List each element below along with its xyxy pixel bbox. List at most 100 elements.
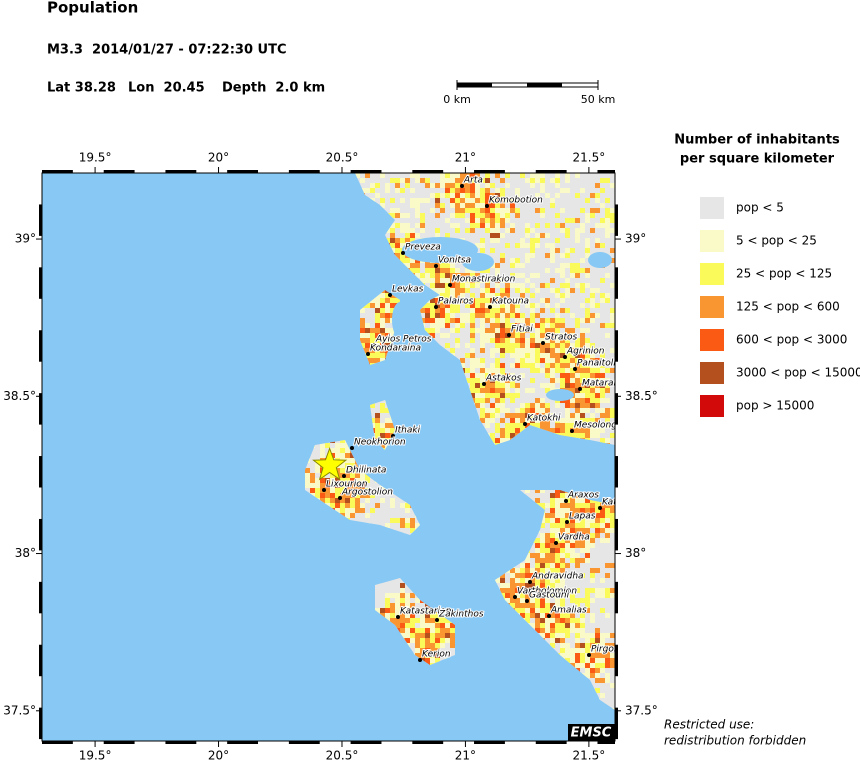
density-cell — [490, 303, 495, 308]
density-cell — [475, 183, 480, 188]
density-cell — [560, 598, 565, 603]
density-cell — [465, 353, 470, 358]
density-cell — [435, 303, 440, 308]
density-cell — [545, 358, 550, 363]
density-cell — [445, 343, 450, 348]
density-cell — [560, 363, 565, 368]
density-cell — [375, 503, 380, 508]
density-cell — [420, 273, 425, 278]
density-cell — [400, 213, 405, 218]
density-cell — [400, 258, 405, 263]
density-cell — [545, 193, 550, 198]
place-label: Monastirakion — [452, 275, 516, 285]
density-cell — [575, 533, 580, 538]
density-cell — [565, 548, 570, 553]
density-cell — [520, 288, 525, 293]
density-cell — [575, 218, 580, 223]
density-cell — [560, 633, 565, 638]
density-cell — [365, 488, 370, 493]
density-cell — [405, 228, 410, 233]
density-cell — [585, 363, 590, 368]
density-cell — [555, 193, 560, 198]
density-cell — [385, 438, 390, 443]
density-cell — [350, 478, 355, 483]
density-cell — [595, 348, 600, 353]
density-cell — [515, 308, 520, 313]
density-cell — [585, 338, 590, 343]
density-cell — [425, 618, 430, 623]
density-cell — [555, 578, 560, 583]
density-cell — [405, 503, 410, 508]
density-cell — [525, 343, 530, 348]
density-cell — [585, 388, 590, 393]
density-cell — [570, 508, 575, 513]
density-cell — [450, 308, 455, 313]
density-cell — [520, 293, 525, 298]
density-cell — [485, 173, 490, 178]
density-cell — [540, 618, 545, 623]
density-cell — [540, 398, 545, 403]
density-cell — [535, 628, 540, 633]
density-cell — [450, 223, 455, 228]
density-cell — [580, 343, 585, 348]
density-cell — [545, 578, 550, 583]
density-cell — [415, 653, 420, 658]
density-cell — [515, 353, 520, 358]
density-cell — [600, 643, 605, 648]
density-cell — [585, 648, 590, 653]
density-cell — [595, 363, 600, 368]
lon-label: 19.5° — [79, 151, 112, 165]
density-cell — [610, 228, 615, 233]
watermark: EMSC — [571, 726, 612, 741]
density-cell — [555, 528, 560, 533]
density-cell — [560, 268, 565, 273]
place-dot — [372, 343, 376, 347]
density-cell — [590, 423, 595, 428]
density-cell — [545, 303, 550, 308]
density-cell — [580, 558, 585, 563]
density-cell — [555, 288, 560, 293]
density-cell — [425, 313, 430, 318]
density-cell — [545, 633, 550, 638]
density-cell — [415, 213, 420, 218]
density-cell — [445, 188, 450, 193]
density-cell — [505, 323, 510, 328]
density-cell — [500, 428, 505, 433]
density-cell — [495, 428, 500, 433]
density-cell — [405, 618, 410, 623]
density-cell — [560, 208, 565, 213]
density-cell — [405, 613, 410, 618]
density-cell — [580, 283, 585, 288]
density-cell — [580, 208, 585, 213]
density-cell — [565, 513, 570, 518]
density-cell — [595, 238, 600, 243]
density-cell — [530, 363, 535, 368]
density-cell — [585, 528, 590, 533]
density-cell — [560, 273, 565, 278]
density-cell — [540, 323, 545, 328]
density-cell — [535, 418, 540, 423]
density-cell — [565, 398, 570, 403]
density-cell — [595, 673, 600, 678]
density-cell — [535, 558, 540, 563]
place-dot — [488, 305, 492, 309]
density-cell — [595, 528, 600, 533]
density-cell — [550, 253, 555, 258]
density-cell — [585, 593, 590, 598]
density-cell — [535, 288, 540, 293]
density-cell — [555, 333, 560, 338]
density-cell — [435, 198, 440, 203]
density-cell — [595, 513, 600, 518]
density-cell — [555, 618, 560, 623]
density-cell — [555, 553, 560, 558]
density-cell — [390, 243, 395, 248]
density-cell — [555, 508, 560, 513]
density-cell — [560, 628, 565, 633]
density-cell — [600, 348, 605, 353]
density-cell — [380, 318, 385, 323]
density-cell — [415, 203, 420, 208]
density-cell — [600, 223, 605, 228]
density-cell — [575, 553, 580, 558]
density-cell — [335, 448, 340, 453]
frame-band — [103, 741, 135, 744]
